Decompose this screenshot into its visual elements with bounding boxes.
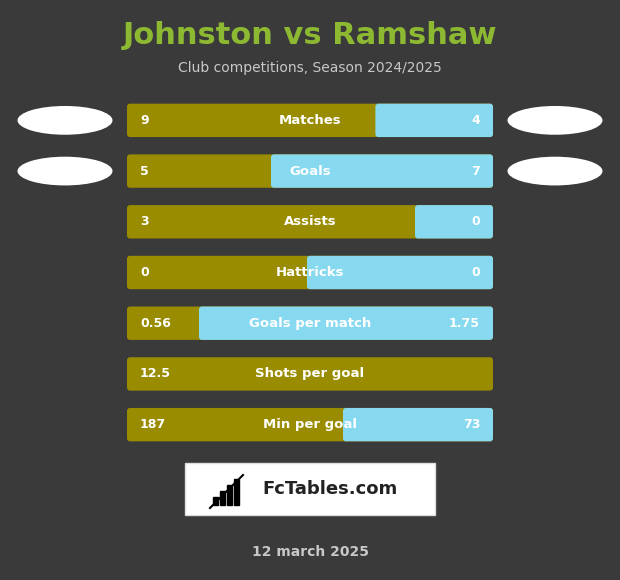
- Text: 1.75: 1.75: [449, 317, 480, 329]
- Text: Assists: Assists: [284, 215, 336, 229]
- Bar: [220, 491, 225, 505]
- FancyBboxPatch shape: [127, 256, 493, 289]
- Text: Min per goal: Min per goal: [263, 418, 357, 431]
- Text: 5: 5: [140, 165, 149, 177]
- FancyBboxPatch shape: [127, 104, 493, 137]
- FancyBboxPatch shape: [127, 357, 493, 390]
- Text: Shots per goal: Shots per goal: [255, 367, 365, 380]
- Ellipse shape: [508, 106, 603, 135]
- Text: Goals per match: Goals per match: [249, 317, 371, 329]
- Text: 4: 4: [471, 114, 480, 127]
- Text: 12 march 2025: 12 march 2025: [252, 545, 368, 559]
- FancyBboxPatch shape: [199, 306, 493, 340]
- Bar: [213, 497, 218, 505]
- FancyBboxPatch shape: [127, 408, 493, 441]
- Text: Hattricks: Hattricks: [276, 266, 344, 279]
- Text: 187: 187: [140, 418, 166, 431]
- Text: Johnston vs Ramshaw: Johnston vs Ramshaw: [123, 20, 497, 49]
- Ellipse shape: [508, 157, 603, 186]
- FancyBboxPatch shape: [127, 154, 493, 188]
- Text: 9: 9: [140, 114, 149, 127]
- FancyBboxPatch shape: [127, 306, 493, 340]
- FancyBboxPatch shape: [185, 463, 435, 515]
- Text: 0: 0: [471, 266, 480, 279]
- FancyBboxPatch shape: [343, 408, 493, 441]
- FancyBboxPatch shape: [307, 256, 493, 289]
- FancyBboxPatch shape: [375, 104, 493, 137]
- Text: 0.56: 0.56: [140, 317, 171, 329]
- Ellipse shape: [17, 106, 112, 135]
- Text: 3: 3: [140, 215, 149, 229]
- FancyBboxPatch shape: [271, 154, 493, 188]
- FancyBboxPatch shape: [415, 205, 493, 238]
- Ellipse shape: [17, 157, 112, 186]
- Text: 0: 0: [140, 266, 149, 279]
- Text: Club competitions, Season 2024/2025: Club competitions, Season 2024/2025: [178, 61, 442, 75]
- Text: 0: 0: [471, 215, 480, 229]
- Bar: [227, 485, 232, 505]
- Text: 12.5: 12.5: [140, 367, 171, 380]
- Text: 7: 7: [471, 165, 480, 177]
- FancyBboxPatch shape: [127, 205, 493, 238]
- Bar: [234, 479, 239, 505]
- Text: 73: 73: [463, 418, 480, 431]
- Text: Matches: Matches: [278, 114, 342, 127]
- Text: FcTables.com: FcTables.com: [262, 480, 397, 498]
- Text: Goals: Goals: [289, 165, 331, 177]
